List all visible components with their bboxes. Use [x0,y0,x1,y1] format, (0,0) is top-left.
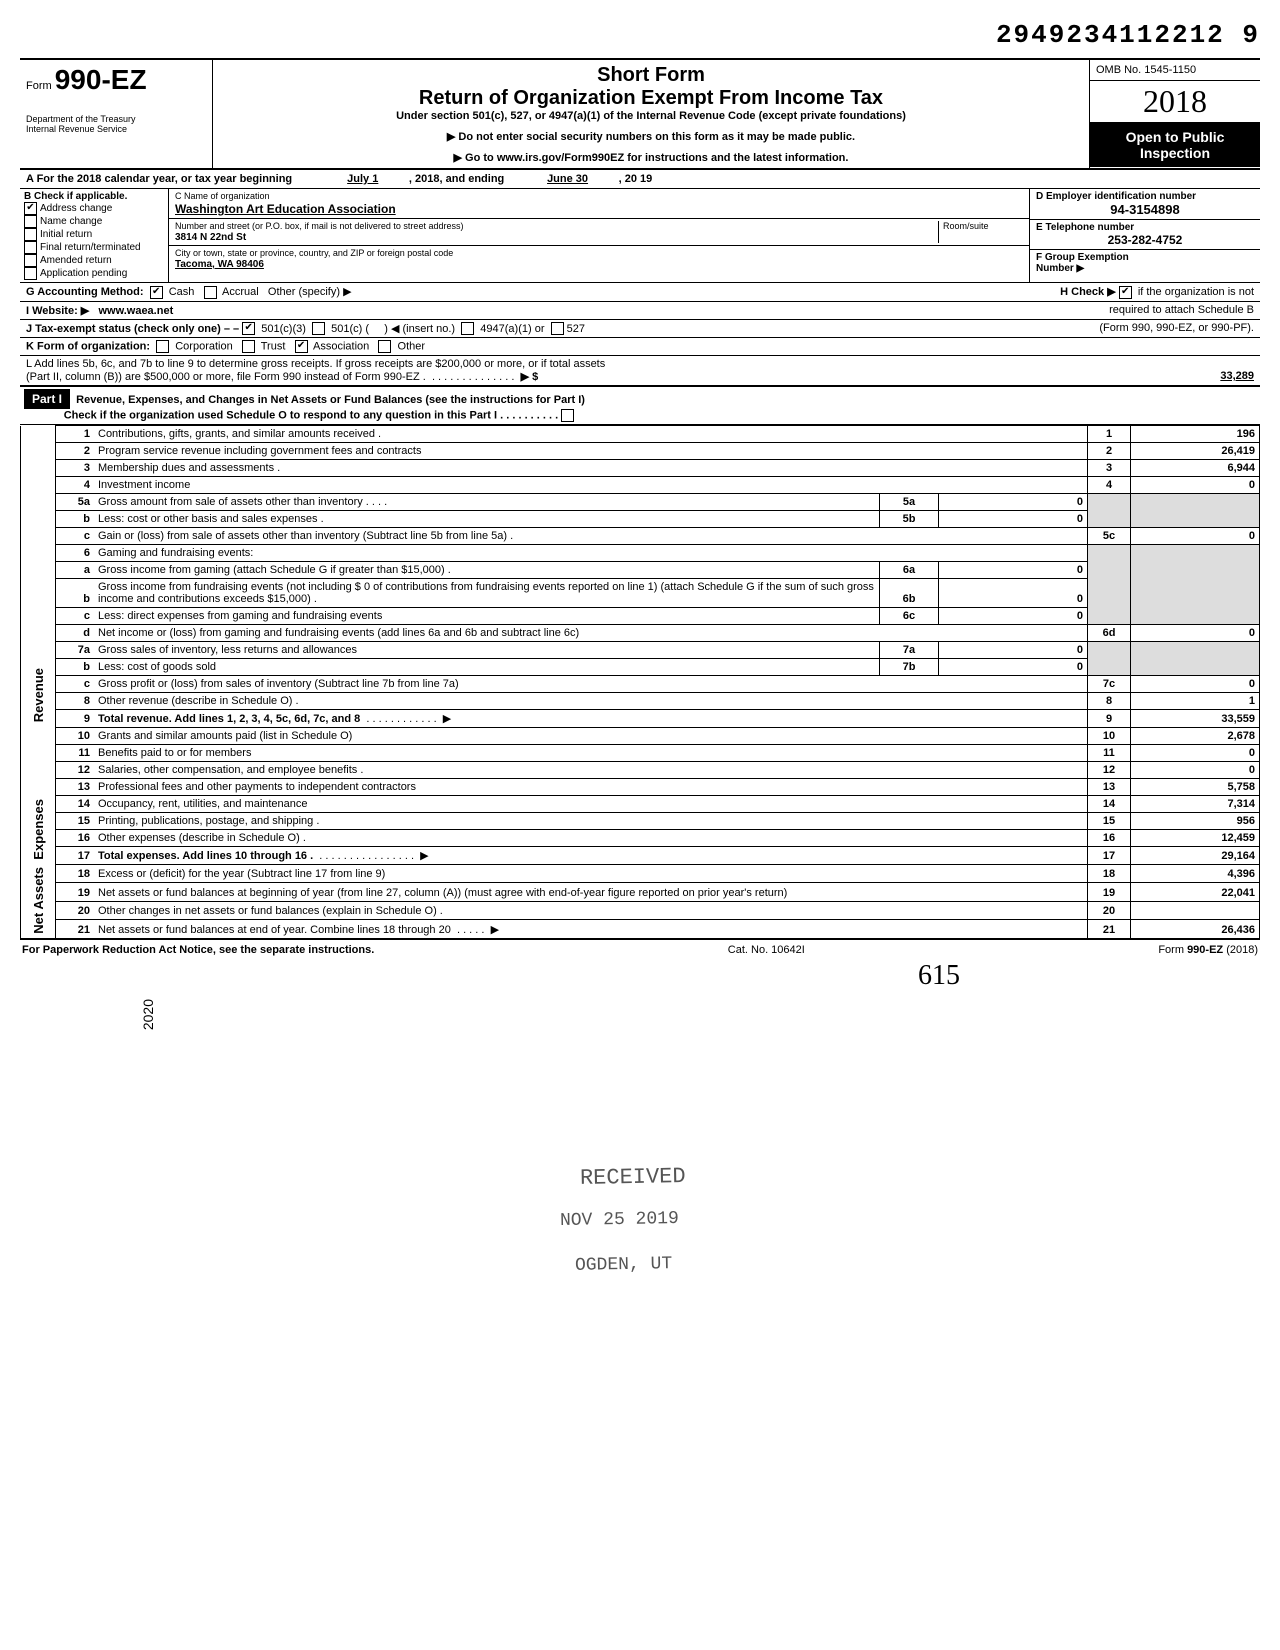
netassets-side-label: Net Assets [31,867,46,934]
short-form-label: Short Form [219,64,1083,87]
part-1-header: Part I Revenue, Expenses, and Changes in… [20,387,1260,425]
chk-initial-return[interactable] [24,228,37,241]
form-header: Form 990-EZ Department of the Treasury I… [20,58,1260,170]
omb-number: OMB No. 1545-1150 [1090,60,1260,81]
expenses-side-label: Expenses [31,799,46,860]
amt-3: 6,944 [1131,460,1260,477]
open-public-badge: Open to PublicInspection [1090,123,1260,167]
stamp-city: OGDEN, UT [575,1254,673,1276]
financial-table: Revenue 1Contributions, gifts, grants, a… [20,425,1260,940]
amt-13: 5,758 [1131,779,1260,796]
line-k-form-org: K Form of organization: Corporation Trus… [20,338,1260,356]
chk-amended[interactable] [24,254,37,267]
gross-receipts: 33,289 [1220,370,1254,382]
received-stamp: RECEIVED [580,1164,686,1191]
form-990ez-page: 2949234112212 9 Form 990-EZ Department o… [20,20,1260,1020]
phone-value: 253-282-4752 [1036,233,1254,247]
chk-app-pending[interactable] [24,267,37,280]
amt-1: 196 [1131,426,1260,443]
col-b-checkboxes: B Check if applicable. ✔Address change N… [20,189,169,282]
stamp-date: NOV 25 2019 [560,1209,679,1231]
line-j-tax-status: J Tax-exempt status (check only one) – –… [20,320,1260,339]
chk-final-return[interactable] [24,241,37,254]
org-street: 3814 N 22nd St [175,232,246,243]
amt-14: 7,314 [1131,796,1260,813]
amt-20 [1131,901,1260,919]
chk-501c[interactable] [312,322,325,335]
amt-19: 22,041 [1131,883,1260,901]
chk-527[interactable] [551,322,564,335]
chk-501c3[interactable]: ✔ [242,322,255,335]
line-l-gross: L Add lines 5b, 6c, and 7b to line 9 to … [20,356,1260,387]
amt-18: 4,396 [1131,865,1260,883]
header-block-bcd: B Check if applicable. ✔Address change N… [20,189,1260,283]
amt-6d: 0 [1131,625,1260,642]
chk-name-change[interactable] [24,215,37,228]
org-city: Tacoma, WA 98406 [175,259,264,270]
chk-sched-o[interactable] [561,409,574,422]
ssn-warning: ▶ Do not enter social security numbers o… [219,130,1083,143]
amt-8: 1 [1131,693,1260,710]
chk-4947[interactable] [461,322,474,335]
revenue-side-label: Revenue [31,668,46,722]
line-h: H Check ▶ ✔ if the organization is not [1060,285,1254,299]
form-title: Return of Organization Exempt From Incom… [219,87,1083,110]
chk-trust[interactable] [242,340,255,353]
chk-accrual[interactable] [204,286,217,299]
chk-cash[interactable]: ✔ [150,286,163,299]
dln-number: 2949234112212 9 [20,20,1260,50]
form-subtitle: Under section 501(c), 527, or 4947(a)(1)… [219,110,1083,122]
tax-year: 2018 [1090,81,1260,123]
amt-7c: 0 [1131,676,1260,693]
col-c-org-info: C Name of organization Washington Art Ed… [169,189,1030,282]
amt-17: 29,164 [1131,847,1260,865]
chk-sched-b[interactable]: ✔ [1119,286,1132,299]
stamp-2020: 2020 [140,999,156,1030]
amt-12: 0 [1131,762,1260,779]
line-g-accounting: G Accounting Method: ✔ Cash Accrual Othe… [20,283,1260,302]
chk-corp[interactable] [156,340,169,353]
page-footer: For Paperwork Reduction Act Notice, see … [20,940,1260,960]
chk-address-change[interactable]: ✔ [24,202,37,215]
org-name: Washington Art Education Association [175,202,396,216]
line-i-website: I Website: ▶ www.waea.net required to at… [20,302,1260,320]
handwritten-615: 615 [918,960,960,992]
amt-5c: 0 [1131,528,1260,545]
amt-10: 2,678 [1131,728,1260,745]
treasury-dept: Department of the Treasury Internal Reve… [26,114,206,134]
amt-11: 0 [1131,745,1260,762]
amt-15: 956 [1131,813,1260,830]
amt-16: 12,459 [1131,830,1260,847]
amt-2: 26,419 [1131,443,1260,460]
amt-21: 26,436 [1131,919,1260,939]
amt-9: 33,559 [1131,710,1260,728]
url-line: ▶ Go to www.irs.gov/Form990EZ for instru… [219,151,1083,164]
line-a-tax-year: A For the 2018 calendar year, or tax yea… [20,170,1260,189]
amt-4: 0 [1131,477,1260,494]
form-number: Form 990-EZ [26,64,206,96]
col-d-ein: D Employer identification number 94-3154… [1030,189,1260,282]
chk-assoc[interactable]: ✔ [295,340,308,353]
ein-value: 94-3154898 [1036,202,1254,217]
chk-other-org[interactable] [378,340,391,353]
